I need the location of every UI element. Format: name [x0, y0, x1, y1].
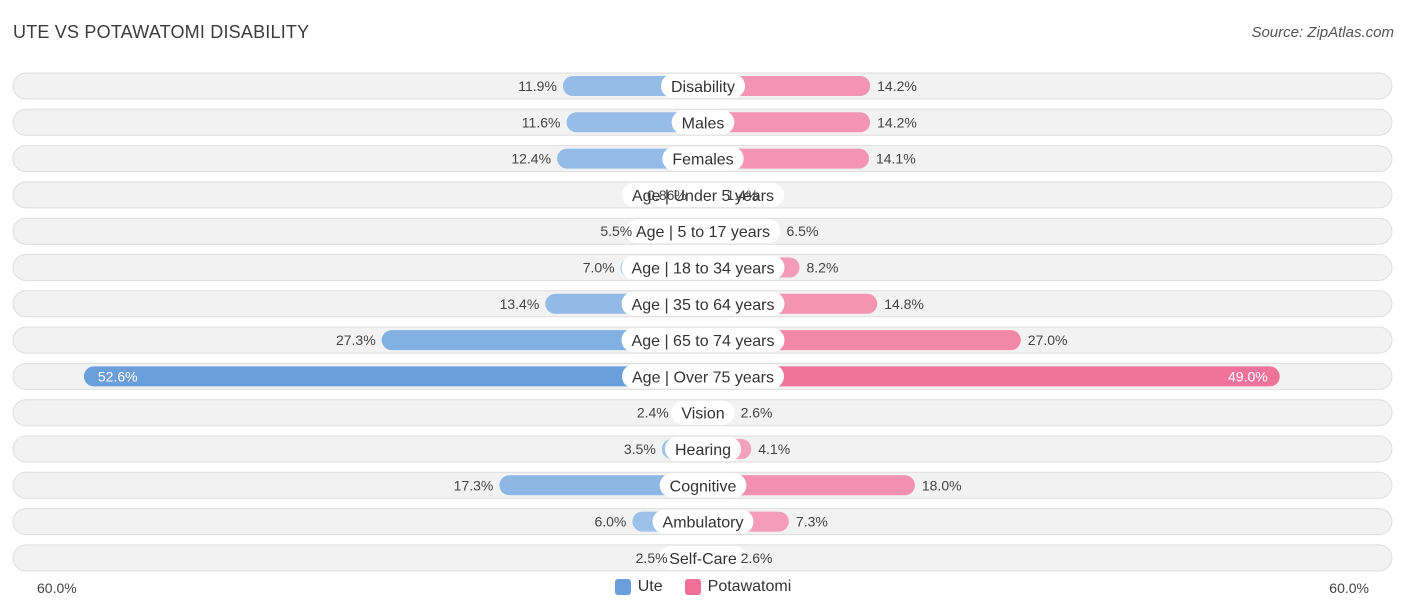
value-potawatomi-self-care: 2.6%: [741, 550, 773, 566]
value-ute-females: 12.4%: [511, 151, 551, 167]
legend: Ute Potawatomi: [0, 578, 1406, 596]
category-pill-self-care: [659, 545, 747, 570]
legend-label-potawatomi: Potawatomi: [707, 578, 792, 595]
legend-swatch-potawatomi: [684, 579, 701, 595]
value-ute-age-5-to-17-years: 5.5%: [600, 223, 632, 239]
category-label-disability: Disability: [671, 79, 735, 96]
category-pill-disability: [660, 74, 746, 98]
category-label-age-over-75-years: Age | Over 75 years: [632, 369, 774, 386]
category-pill-ambulatory: [652, 509, 754, 534]
value-ute-ambulatory: 6.0%: [594, 514, 626, 530]
value-ute-age-35-to-64-years: 13.4%: [500, 296, 540, 312]
value-ute-age-18-to-34-years: 7.0%: [583, 260, 615, 276]
category-pill-age-under-5-years: [621, 182, 785, 207]
value-potawatomi-age-under-5-years: 1.4%: [726, 187, 758, 203]
value-ute-age-over-75-years: 52.6%: [98, 368, 138, 384]
category-label-males: Males: [682, 115, 725, 132]
category-pill-age-35-to-64-years: [621, 291, 785, 316]
value-potawatomi-females: 14.1%: [876, 151, 916, 167]
category-label-hearing: Hearing: [675, 442, 731, 459]
category-pill-age-65-to-74-years: [621, 328, 785, 353]
category-label-ambulatory: Ambulatory: [663, 515, 744, 532]
value-potawatomi-hearing: 4.1%: [758, 441, 790, 457]
category-pill-age-over-75-years: [622, 364, 784, 389]
bar-potawatomi-cognitive: [693, 475, 915, 496]
axis-right-label: 60.0%: [1329, 580, 1369, 596]
value-potawatomi-cognitive: 18.0%: [922, 477, 962, 493]
value-ute-cognitive: 17.3%: [454, 477, 494, 493]
value-potawatomi-age-18-to-34-years: 8.2%: [807, 260, 839, 276]
category-label-females: Females: [672, 152, 733, 169]
chart-source: Source: ZipAtlas.com: [1251, 24, 1394, 41]
value-potawatomi-age-5-to-17-years: 6.5%: [787, 223, 819, 239]
value-potawatomi-age-35-to-64-years: 14.8%: [884, 296, 924, 312]
category-label-age-under-5-years: Age | Under 5 years: [632, 188, 774, 205]
bar-potawatomi-males: [693, 112, 871, 133]
chart-svg: Disability 11.9% 14.2% Males 11.6% 14.2% Femal…: [12, 72, 1393, 572]
category-label-age-5-to-17-years: Age | 5 to 17 years: [636, 224, 770, 241]
category-pill-age-18-to-34-years: [621, 255, 785, 280]
legend-swatch-ute: [614, 579, 631, 595]
category-pill-males: [671, 110, 735, 135]
legend-item-potawatomi: Potawatomi: [684, 578, 792, 596]
bar-ute-cognitive: [499, 475, 713, 496]
legend-item-ute: Ute: [614, 578, 663, 596]
value-ute-hearing: 3.5%: [624, 441, 656, 457]
chart-title: UTE VS POTAWATOMI DISABILITY: [13, 22, 310, 42]
value-ute-disability: 11.9%: [518, 78, 557, 94]
category-pill-hearing: [664, 437, 742, 461]
category-pill-vision: [671, 400, 735, 425]
value-ute-self-care: 2.5%: [636, 550, 668, 566]
value-ute-vision: 2.4%: [637, 405, 669, 421]
category-label-self-care: Self-Care: [669, 551, 737, 568]
value-potawatomi-age-over-75-years: 49.0%: [1228, 368, 1268, 384]
value-ute-males: 11.6%: [522, 114, 561, 130]
category-label-cognitive: Cognitive: [670, 478, 737, 495]
value-ute-age-under-5-years: 0.86%: [647, 187, 687, 203]
category-pill-cognitive: [659, 473, 747, 498]
value-ute-age-65-to-74-years: 27.3%: [336, 332, 376, 348]
category-label-age-65-to-74-years: Age | 65 to 74 years: [632, 333, 775, 350]
category-label-age-18-to-34-years: Age | 18 to 34 years: [632, 261, 775, 278]
bar-potawatomi-age-over-75-years: [693, 366, 1280, 387]
value-potawatomi-males: 14.2%: [877, 114, 917, 130]
axis-left-label: 60.0%: [37, 580, 77, 596]
bar-ute-age-over-75-years: [83, 366, 713, 387]
category-label-vision: Vision: [681, 406, 724, 423]
value-potawatomi-vision: 2.6%: [741, 405, 773, 421]
category-pill-age-5-to-17-years: [625, 219, 781, 244]
category-label-age-35-to-64-years: Age | 35 to 64 years: [632, 297, 775, 314]
value-potawatomi-age-65-to-74-years: 27.0%: [1028, 332, 1068, 348]
value-potawatomi-ambulatory: 7.3%: [796, 514, 828, 530]
value-potawatomi-disability: 14.2%: [877, 78, 917, 94]
category-pill-females: [662, 146, 744, 171]
legend-label-ute: Ute: [637, 578, 663, 595]
